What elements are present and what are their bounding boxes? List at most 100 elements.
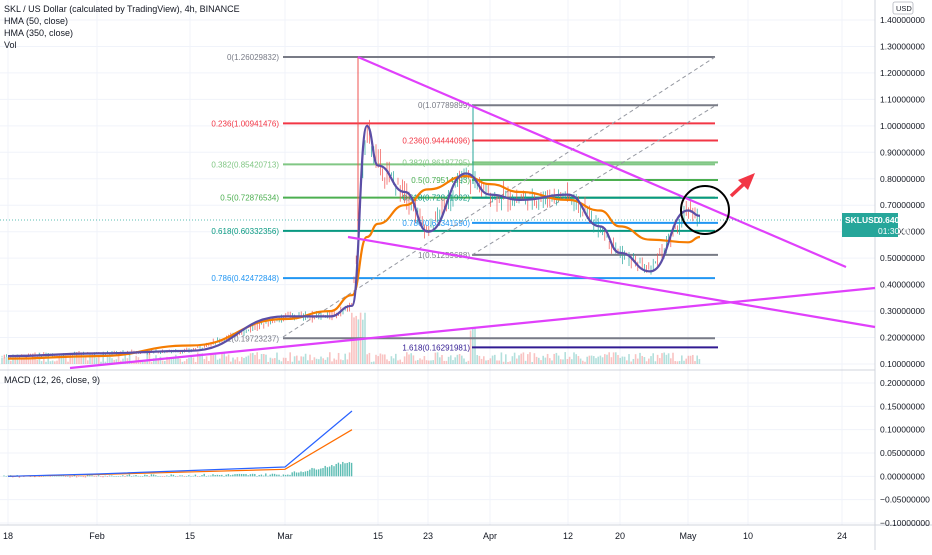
descending-support-trendline[interactable] bbox=[347, 235, 876, 329]
volume-bar bbox=[43, 357, 45, 364]
volume-bar bbox=[221, 352, 223, 364]
volume-bar bbox=[436, 352, 439, 364]
volume-bar bbox=[113, 359, 115, 364]
volume-bar bbox=[652, 353, 654, 364]
volume-bar bbox=[236, 357, 239, 364]
volume-bar bbox=[111, 358, 113, 364]
volume-bar bbox=[458, 354, 461, 364]
volume-bar bbox=[692, 354, 694, 364]
macd-histogram-bar bbox=[205, 476, 208, 477]
macd-histogram-bar bbox=[293, 471, 296, 477]
hma-350-line bbox=[7, 174, 701, 360]
macd-histogram-bar bbox=[86, 475, 89, 477]
volume-bar bbox=[557, 355, 560, 364]
volume-bar bbox=[599, 355, 602, 364]
volume-bar bbox=[337, 352, 340, 364]
macd-histogram-bar bbox=[223, 476, 225, 477]
macd-histogram-bar bbox=[183, 476, 186, 477]
volume-bar bbox=[381, 354, 384, 364]
indicator-vol-label[interactable]: Vol bbox=[4, 40, 17, 50]
macd-tick-label: 0.00000000 bbox=[880, 471, 925, 481]
macd-axis[interactable]: 0.20000000 0.15000000 0.10000000 0.05000000… bbox=[880, 378, 930, 528]
time-axis[interactable]: 18 Feb 15 Mar 15 23 Apr 12 20 May 10 24 bbox=[3, 531, 847, 541]
macd-histogram-bar bbox=[262, 475, 265, 477]
price-axis[interactable]: 1.40000000 1.30000000 1.20000000 1.10000000… bbox=[880, 15, 925, 369]
macd-histogram-bar bbox=[234, 474, 236, 477]
volume-bar bbox=[227, 354, 230, 364]
volume-bar bbox=[100, 361, 102, 364]
volume-bar bbox=[190, 356, 192, 364]
volume-bar bbox=[122, 358, 124, 364]
fib-level-label: 1(0.19723237) bbox=[227, 334, 279, 343]
macd-histogram-bar bbox=[282, 474, 285, 477]
volume-bar bbox=[425, 360, 428, 364]
time-tick-label: Apr bbox=[483, 531, 497, 541]
macd-histogram-bar bbox=[256, 476, 258, 477]
volume-bar bbox=[135, 355, 137, 364]
fib-retracement-1[interactable]: 0(1.26029832) 0.236(1.00941476) 0.382(0.85… bbox=[211, 53, 715, 343]
volume-bar bbox=[307, 360, 309, 364]
volume-bar bbox=[342, 360, 344, 364]
macd-histogram-bar bbox=[243, 474, 245, 477]
macd-histogram-bar bbox=[119, 475, 122, 477]
volume-bar bbox=[225, 356, 228, 364]
time-tick-label: 24 bbox=[837, 531, 847, 541]
volume-bar bbox=[300, 356, 302, 364]
volume-bar bbox=[417, 360, 419, 364]
macd-histogram-bar bbox=[113, 476, 115, 477]
macd-histogram-bar bbox=[82, 476, 84, 478]
volume-bar bbox=[456, 354, 459, 364]
volume-bar bbox=[346, 359, 349, 364]
indicator-hma50-label[interactable]: HMA (50, close) bbox=[4, 16, 68, 26]
volume-bar bbox=[540, 360, 542, 364]
macd-histogram-bar bbox=[324, 465, 326, 477]
volume-bar bbox=[390, 356, 393, 364]
volume-bar bbox=[626, 360, 628, 364]
volume-bar bbox=[373, 361, 375, 364]
volume-bar bbox=[10, 360, 12, 364]
volume-bar bbox=[604, 354, 606, 364]
price-tag-countdown: 01:30:40 bbox=[878, 226, 911, 236]
volume-bar bbox=[513, 352, 516, 364]
macd-histogram-bar bbox=[273, 473, 276, 477]
macd-histogram-bar bbox=[218, 475, 221, 477]
fib-retracement-2[interactable]: 0(1.07789899) 0.236(0.94444096) 0.382(0.86… bbox=[402, 101, 718, 352]
macd-title[interactable]: MACD (12, 26, close, 9) bbox=[4, 375, 100, 385]
volume-bar bbox=[595, 358, 597, 364]
macd-histogram-bar bbox=[124, 476, 126, 477]
volume-bar bbox=[582, 360, 584, 364]
macd-histogram-bar bbox=[174, 476, 177, 477]
macd-histogram-bar bbox=[271, 473, 274, 477]
volume-bar bbox=[654, 361, 657, 364]
indicator-hma350-label[interactable]: HMA (350, close) bbox=[4, 28, 73, 38]
volume-bar bbox=[509, 361, 511, 364]
macd-histogram-bar bbox=[108, 475, 111, 477]
volume-bar bbox=[564, 352, 566, 364]
volume-bar bbox=[529, 352, 531, 364]
volume-bar bbox=[311, 360, 313, 364]
descending-resistance-trendline[interactable] bbox=[357, 55, 847, 269]
volume-bar bbox=[62, 354, 65, 364]
bullish-arrow[interactable] bbox=[729, 173, 755, 198]
ascending-support-trendline[interactable] bbox=[69, 286, 876, 370]
macd-histogram-bar bbox=[64, 476, 67, 477]
fib-level-label: 0.236(0.94444096) bbox=[402, 137, 470, 146]
volume-bar bbox=[491, 355, 494, 364]
symbol-title[interactable]: SKL / US Dollar (calculated by TradingVi… bbox=[4, 4, 240, 14]
volume-bar bbox=[678, 360, 681, 364]
highlight-circle[interactable] bbox=[680, 185, 730, 235]
volume-bar bbox=[172, 357, 175, 364]
volume-bar bbox=[54, 361, 56, 364]
currency-badge[interactable]: USD bbox=[892, 1, 914, 15]
volume-bar bbox=[289, 352, 291, 364]
volume-bar bbox=[650, 356, 652, 364]
macd-histogram-bar bbox=[339, 464, 342, 477]
macd-histogram-bar bbox=[5, 475, 7, 477]
volume-bar bbox=[164, 360, 166, 364]
currency-badge-label: USD bbox=[896, 4, 912, 13]
volume-bar bbox=[377, 356, 379, 364]
volume-bar bbox=[516, 358, 518, 364]
volume-bar bbox=[608, 352, 610, 364]
